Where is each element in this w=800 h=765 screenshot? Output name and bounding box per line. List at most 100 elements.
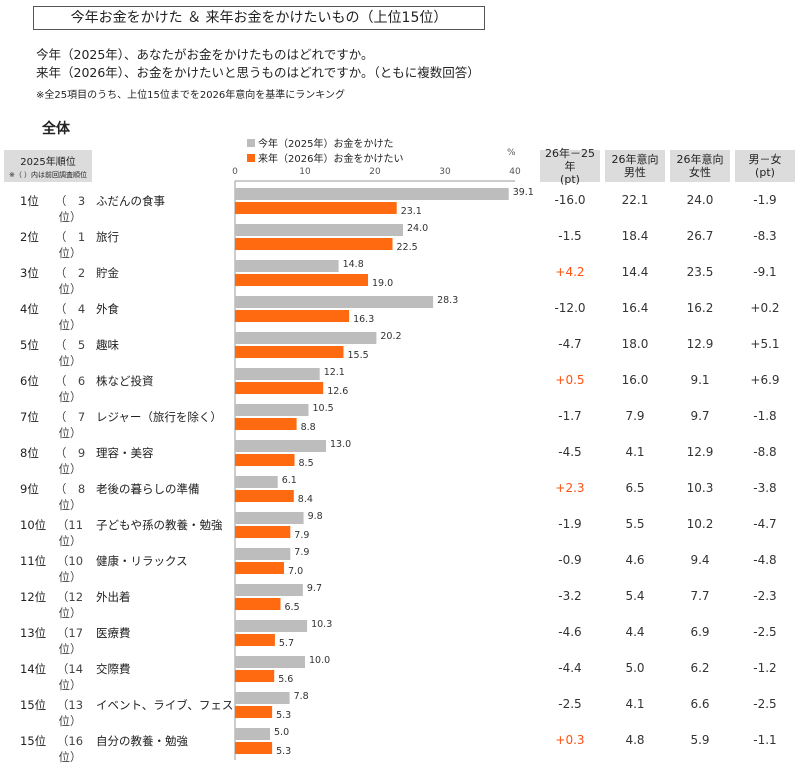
x-tick-label: 30 bbox=[439, 167, 451, 177]
female-value: 6.6 bbox=[690, 697, 710, 711]
male-value: 16.4 bbox=[621, 301, 649, 315]
column-header-diff-l2: (pt) bbox=[560, 172, 580, 186]
category-label: 外出着 bbox=[96, 590, 131, 604]
male-value: 16.0 bbox=[621, 373, 649, 387]
category-label: レジャー（旅行を除く） bbox=[96, 410, 222, 424]
male-value: 5.5 bbox=[625, 517, 645, 531]
data-label-2025: 5.0 bbox=[274, 727, 289, 738]
column-header-female: 26年意向 女性 bbox=[670, 150, 730, 182]
male-female-diff: -1.9 bbox=[753, 193, 777, 207]
category-label: 貯金 bbox=[96, 266, 119, 280]
bar-2025 bbox=[235, 224, 403, 236]
rank-label: 9位 bbox=[20, 482, 39, 496]
bar-2026 bbox=[235, 706, 273, 718]
bar-2026 bbox=[235, 598, 281, 610]
female-value: 24.0 bbox=[686, 193, 714, 207]
legend-item-2026: 来年（2026年）お金をかけたい bbox=[247, 150, 403, 165]
male-female-diff: -4.8 bbox=[753, 553, 777, 567]
female-value: 12.9 bbox=[686, 445, 714, 459]
male-female-diff: +6.9 bbox=[750, 373, 780, 387]
diff-value: -4.5 bbox=[558, 445, 582, 459]
data-label-2025: 10.3 bbox=[311, 619, 332, 630]
rank-label: 5位 bbox=[20, 338, 39, 352]
previous-rank: （ 9位） bbox=[54, 446, 86, 476]
diff-value: +0.5 bbox=[555, 373, 585, 387]
diff-value: -16.0 bbox=[554, 193, 586, 207]
column-header-female-l2: 女性 bbox=[689, 166, 711, 179]
legend-label-2026: 来年（2026年）お金をかけたい bbox=[258, 154, 404, 165]
data-label-2025: 39.1 bbox=[513, 187, 534, 198]
diff-value: -4.6 bbox=[558, 625, 582, 639]
data-label-2025: 9.7 bbox=[307, 583, 322, 594]
bar-2025 bbox=[235, 728, 270, 740]
male-value: 6.5 bbox=[625, 481, 645, 495]
male-value: 18.0 bbox=[621, 337, 649, 351]
previous-rank: （13位） bbox=[56, 698, 84, 728]
female-value: 9.7 bbox=[690, 409, 710, 423]
diff-value: -2.5 bbox=[558, 697, 582, 711]
data-label-2025: 12.1 bbox=[324, 367, 345, 378]
category-label: 趣味 bbox=[96, 338, 119, 352]
male-female-diff: -9.1 bbox=[753, 265, 777, 279]
diff-value: -4.7 bbox=[558, 337, 582, 351]
category-label: 老後の暮らしの準備 bbox=[96, 482, 200, 496]
rank-label: 14位 bbox=[20, 662, 47, 676]
data-label-2026: 12.6 bbox=[327, 386, 348, 397]
bar-2026 bbox=[235, 742, 273, 754]
previous-rank: （ 8位） bbox=[54, 482, 86, 512]
rank-label: 4位 bbox=[20, 302, 39, 316]
data-label-2026: 22.5 bbox=[397, 242, 418, 253]
bar-2025 bbox=[235, 260, 339, 272]
axis-unit: % bbox=[507, 148, 516, 158]
male-female-diff: -2.5 bbox=[753, 625, 777, 639]
bar-2026 bbox=[235, 670, 275, 682]
category-label: 株など投資 bbox=[96, 374, 154, 388]
rank-label: 6位 bbox=[20, 374, 39, 388]
data-label-2026: 5.7 bbox=[279, 638, 294, 649]
bar-2026 bbox=[235, 454, 295, 466]
rank-label: 13位 bbox=[20, 626, 47, 640]
rank-header: 2025年順位 ※（ ）内は前回調査順位 bbox=[4, 150, 92, 182]
data-label-2025: 20.2 bbox=[380, 331, 401, 342]
data-label-2026: 6.5 bbox=[285, 602, 300, 613]
data-label-2026: 7.9 bbox=[294, 530, 309, 541]
previous-rank: （ 7位） bbox=[54, 410, 86, 440]
legend-swatch-2025 bbox=[247, 139, 255, 147]
diff-value: -12.0 bbox=[554, 301, 586, 315]
category-label: 子どもや孫の教養・勉強 bbox=[96, 518, 223, 532]
category-label: ふだんの食事 bbox=[96, 194, 165, 208]
data-label-2026: 8.8 bbox=[301, 422, 316, 433]
rank-header-note: ※（ ）内は前回調査順位 bbox=[8, 171, 88, 179]
question-2026: 来年（2026年）、お金をかけたいと思うものはどれですか。（ともに複数回答） bbox=[36, 65, 480, 80]
previous-rank: （16位） bbox=[56, 734, 84, 764]
data-label-2026: 15.5 bbox=[348, 350, 369, 361]
previous-rank: （14位） bbox=[56, 662, 84, 692]
legend-item-2025: 今年（2025年）お金をかけた bbox=[247, 135, 393, 150]
data-label-2026: 8.4 bbox=[298, 494, 313, 505]
previous-rank: （ 4位） bbox=[54, 302, 86, 332]
female-value: 6.9 bbox=[690, 625, 710, 639]
rank-label: 15位 bbox=[20, 734, 47, 748]
rank-label: 15位 bbox=[20, 698, 47, 712]
data-label-2026: 5.6 bbox=[278, 674, 293, 685]
male-female-diff: -1.2 bbox=[753, 661, 777, 675]
bar-2025 bbox=[235, 296, 434, 308]
male-value: 4.8 bbox=[625, 733, 645, 747]
male-value: 4.6 bbox=[625, 553, 645, 567]
male-value: 5.4 bbox=[625, 589, 645, 603]
previous-rank: （ 1位） bbox=[54, 230, 86, 260]
female-value: 10.2 bbox=[686, 517, 714, 531]
rank-label: 8位 bbox=[20, 446, 39, 460]
rank-label: 7位 bbox=[20, 410, 39, 424]
column-header-diff-l1: 26年－25年 bbox=[545, 146, 595, 173]
rank-label: 2位 bbox=[20, 230, 39, 244]
data-label-2025: 13.0 bbox=[330, 439, 351, 450]
x-tick-label: 20 bbox=[369, 167, 381, 177]
column-header-mf-l2: (pt) bbox=[755, 166, 775, 179]
column-header-male-female: 男－女 (pt) bbox=[735, 150, 795, 182]
data-label-2025: 7.9 bbox=[294, 547, 309, 558]
bar-2025 bbox=[235, 476, 278, 488]
category-label: 自分の教養・勉強 bbox=[96, 734, 188, 748]
male-female-diff: -1.1 bbox=[753, 733, 777, 747]
female-value: 9.1 bbox=[690, 373, 710, 387]
